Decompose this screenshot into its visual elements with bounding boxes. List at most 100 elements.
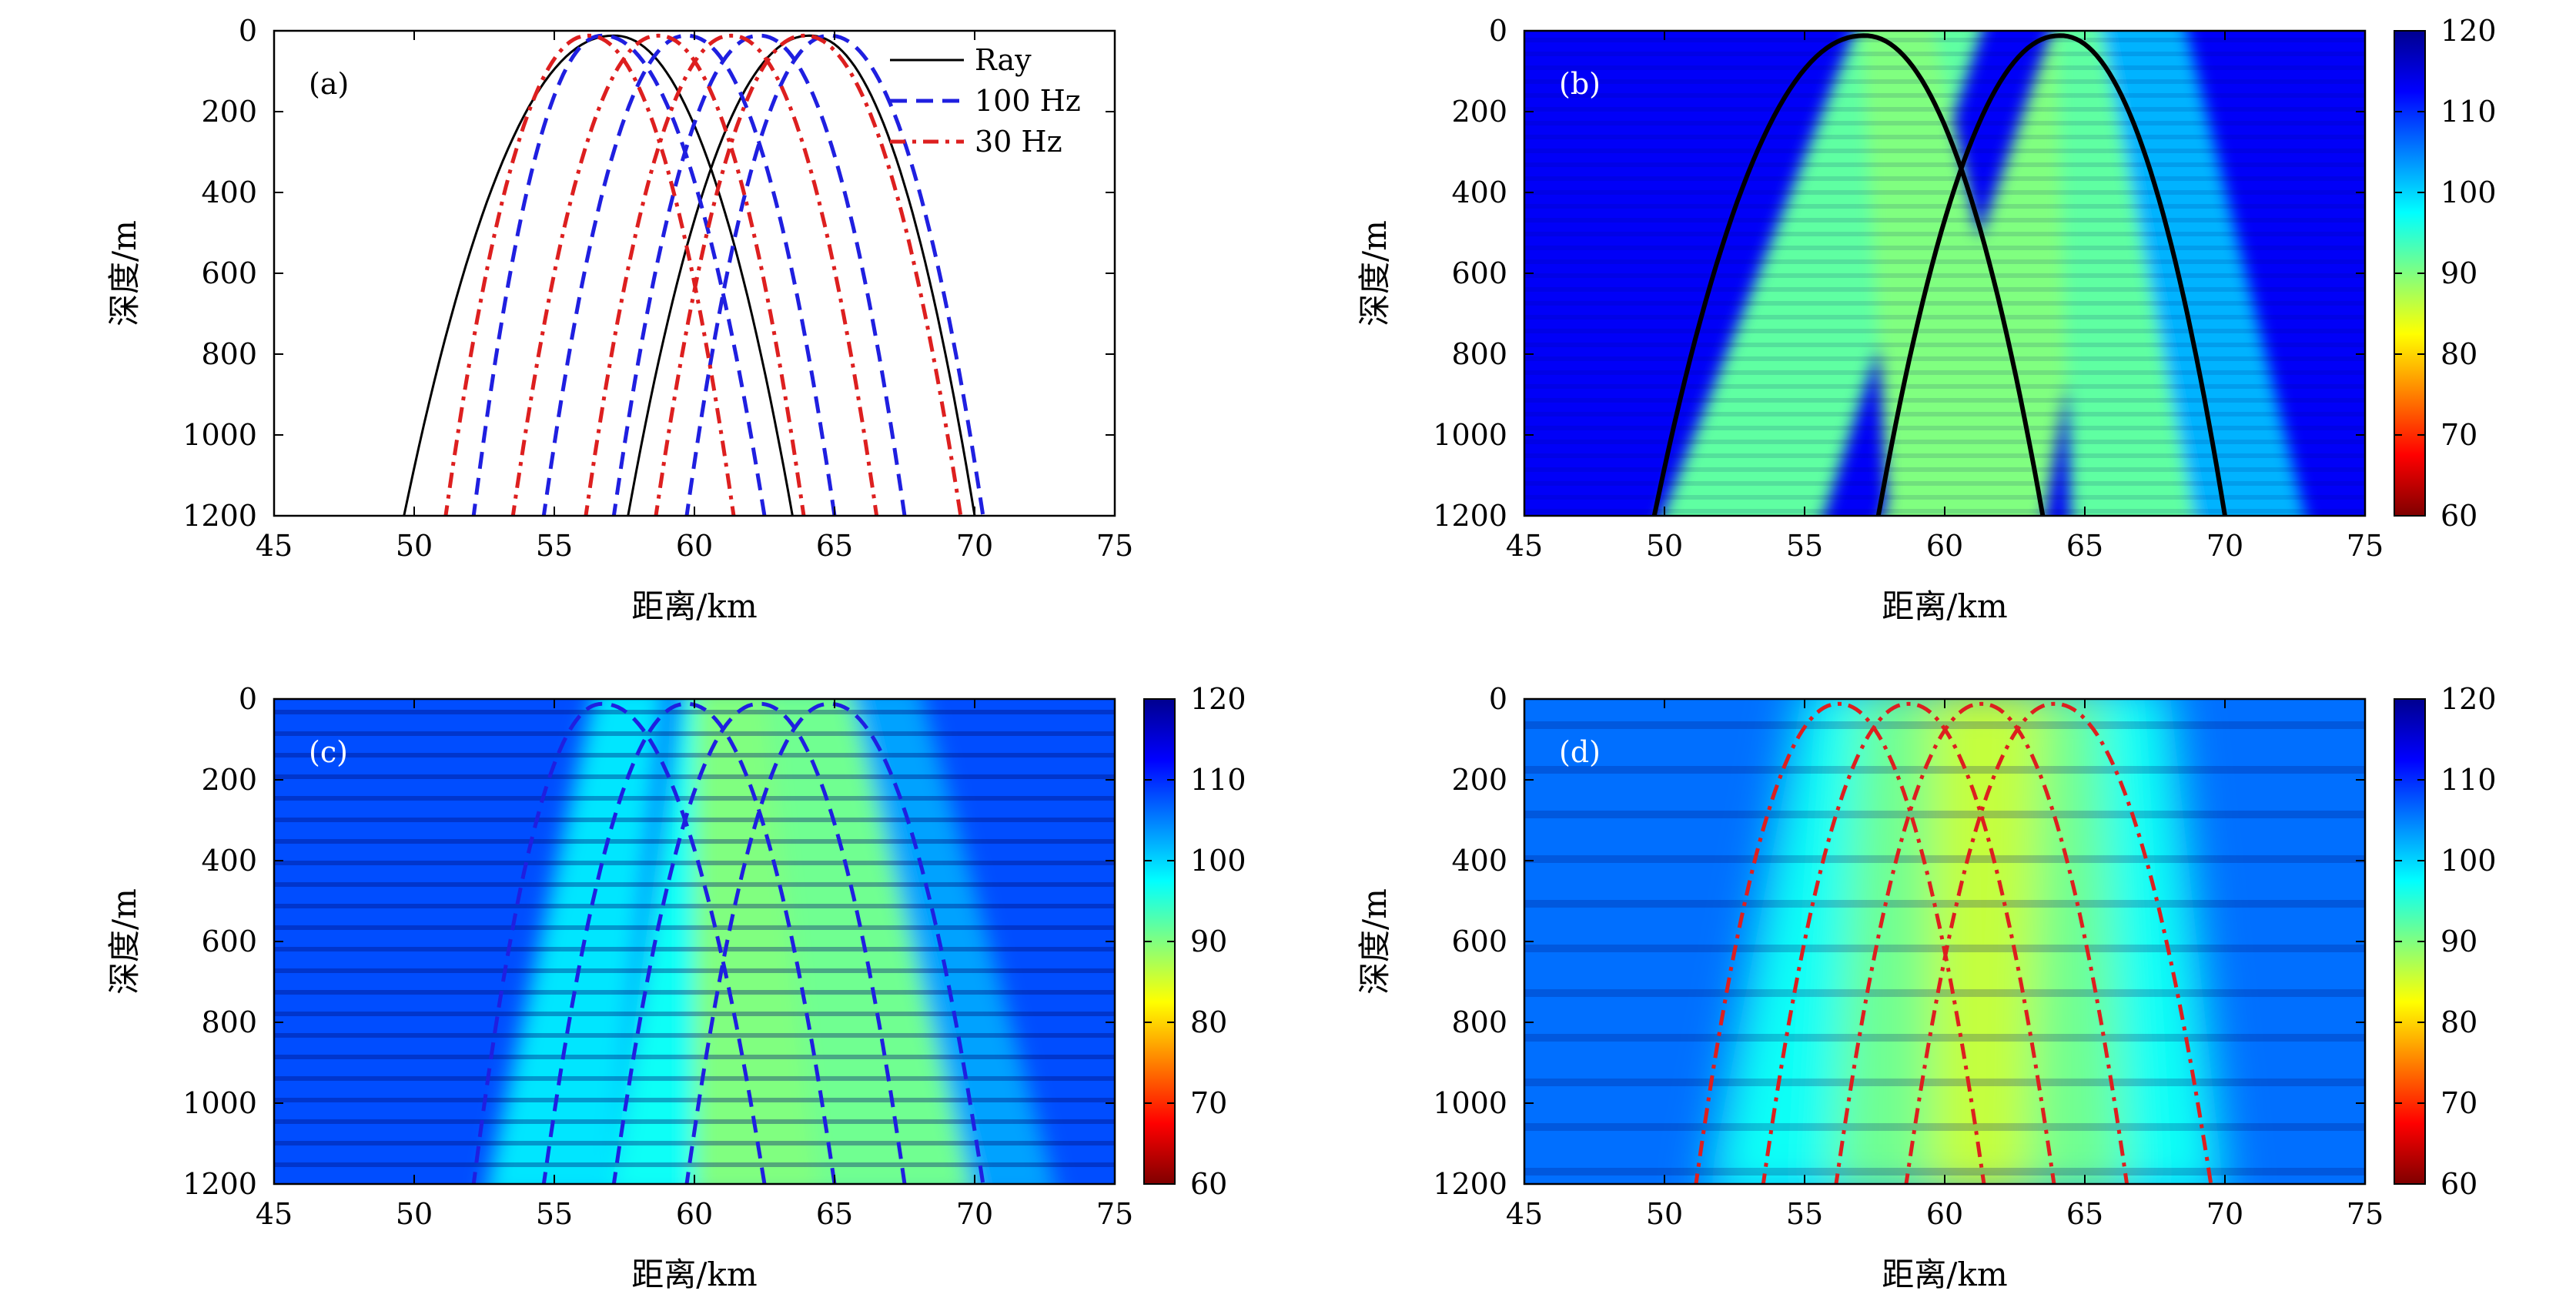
y-tick-label: 400 bbox=[1451, 844, 1507, 878]
stripe bbox=[274, 1162, 1115, 1167]
x-tick-label: 60 bbox=[1926, 529, 1963, 563]
stripe bbox=[1524, 79, 2365, 84]
y-tick-label: 600 bbox=[201, 256, 257, 290]
colorbar-d: 60 70 80 90 100 110 120 bbox=[2394, 682, 2497, 1201]
y-tick-label: 600 bbox=[1451, 256, 1507, 290]
stripe bbox=[1524, 176, 2365, 181]
stripe bbox=[1524, 370, 2365, 375]
stripe bbox=[274, 1141, 1115, 1145]
colorbar-b: 60 70 80 90 100 110 120 bbox=[2394, 14, 2497, 533]
stripe bbox=[1524, 204, 2365, 209]
x-tick-label: 45 bbox=[1506, 529, 1543, 563]
series-3-curve-3 bbox=[584, 33, 879, 516]
colorbar-tick-label: 90 bbox=[2441, 925, 2477, 958]
x-tick-label: 65 bbox=[2066, 1197, 2103, 1231]
x-tick-label: 70 bbox=[956, 1197, 993, 1231]
x-tick-label: 70 bbox=[2206, 529, 2243, 563]
stripe bbox=[1524, 989, 2365, 997]
legend-label-2: 100 Hz bbox=[975, 84, 1081, 118]
x-tick-label: 65 bbox=[816, 529, 853, 563]
stripe bbox=[274, 882, 1115, 887]
colorbar-tick-label: 90 bbox=[2441, 256, 2477, 290]
stripe bbox=[274, 1098, 1115, 1102]
stripe bbox=[274, 839, 1115, 844]
stripe bbox=[274, 710, 1115, 714]
colorbar-tick-label: 60 bbox=[2441, 1167, 2477, 1201]
x-axis-label: 距离/km bbox=[631, 1256, 757, 1293]
plot-area-c bbox=[274, 699, 1115, 1184]
series-3-curve-4 bbox=[654, 33, 963, 516]
y-tick-label: 1200 bbox=[182, 1167, 257, 1201]
x-tick-label: 55 bbox=[1786, 1197, 1823, 1231]
overlay-curve-3 bbox=[1834, 701, 2129, 1184]
y-tick-label: 800 bbox=[1451, 337, 1507, 371]
y-tick-label: 400 bbox=[201, 176, 257, 209]
overlay-curve-2 bbox=[1875, 33, 2227, 516]
stripe bbox=[274, 796, 1115, 801]
y-tick-label: 200 bbox=[1451, 763, 1507, 797]
stripe bbox=[1524, 811, 2365, 818]
stripe bbox=[274, 1012, 1115, 1016]
stripe bbox=[1524, 107, 2365, 112]
colorbar-tick-label: 120 bbox=[2441, 14, 2497, 48]
x-tick-label: 45 bbox=[1506, 1197, 1543, 1231]
y-tick-label: 0 bbox=[1489, 14, 1507, 48]
panel-label: (a) bbox=[309, 67, 349, 101]
x-tick-label: 55 bbox=[536, 529, 573, 563]
y-tick-label: 800 bbox=[1451, 1005, 1507, 1039]
series-3-curve-2 bbox=[510, 33, 806, 516]
x-tick-label: 75 bbox=[1096, 529, 1133, 563]
y-tick-label: 1200 bbox=[1433, 1167, 1507, 1201]
stripe bbox=[1524, 766, 2365, 774]
y-tick-label: 800 bbox=[201, 1005, 257, 1039]
y-tick-label: 200 bbox=[201, 95, 257, 129]
x-tick-label: 75 bbox=[1096, 1197, 1133, 1231]
y-tick-label: 1000 bbox=[182, 1086, 257, 1120]
stripe bbox=[1524, 900, 2365, 908]
y-tick-label: 1200 bbox=[1433, 499, 1507, 533]
x-tick-label: 45 bbox=[256, 1197, 293, 1231]
colorbar-tick-label: 80 bbox=[2441, 337, 2477, 371]
colorbar-tick-label: 100 bbox=[2441, 176, 2497, 209]
stripe bbox=[1524, 495, 2365, 500]
stripe bbox=[1524, 246, 2365, 250]
x-tick-label: 75 bbox=[2347, 1197, 2384, 1231]
x-tick-label: 75 bbox=[2347, 529, 2384, 563]
overlay-curve-1 bbox=[471, 701, 767, 1184]
panel-d: 45 50 55 60 65 70 75 0 200 400 600 800 1000 1200 距离/km… bbox=[1356, 682, 2497, 1293]
colorbar-tick-label: 60 bbox=[1190, 1167, 1227, 1201]
heatmap-band-4 bbox=[766, 699, 972, 1184]
x-tick-label: 55 bbox=[536, 1197, 573, 1231]
heatmap-bands bbox=[487, 699, 1055, 1184]
series-3-curve-1 bbox=[443, 33, 736, 516]
x-tick-label: 65 bbox=[2066, 529, 2103, 563]
panel-a: Ray 100 Hz 30 Hz 45 50 55 60 65 70 75 0 200 400 600 80… bbox=[105, 14, 1133, 625]
y-tick-label: 800 bbox=[201, 337, 257, 371]
y-tick-label: 0 bbox=[1489, 682, 1507, 716]
colorbar-tick-label: 100 bbox=[1190, 844, 1246, 878]
stripe bbox=[1524, 453, 2365, 458]
stripe bbox=[1524, 287, 2365, 292]
stripe bbox=[274, 1076, 1115, 1081]
colorbar-tick-label: 110 bbox=[2441, 763, 2497, 797]
y-tick-label: 1200 bbox=[182, 499, 257, 533]
stripe bbox=[1524, 135, 2365, 139]
x-tick-label: 50 bbox=[1646, 1197, 1683, 1231]
stripe bbox=[1524, 1034, 2365, 1042]
x-axis-label: 距离/km bbox=[631, 587, 757, 625]
colorbar-tick-label: 90 bbox=[1190, 925, 1227, 958]
y-tick-label: 200 bbox=[1451, 95, 1507, 129]
colorbar-c: 60 70 80 90 100 110 120 bbox=[1143, 682, 1246, 1201]
x-tick-label: 60 bbox=[676, 529, 713, 563]
stripe bbox=[1524, 259, 2365, 264]
stripe bbox=[274, 990, 1115, 995]
stripe bbox=[1524, 343, 2365, 347]
heatmap-band-5 bbox=[852, 699, 1055, 1184]
stripe bbox=[1524, 356, 2365, 361]
heatmap-band-1 bbox=[487, 699, 665, 1184]
x-tick-label: 70 bbox=[2206, 1197, 2243, 1231]
stripe bbox=[274, 861, 1115, 865]
panel-label: (c) bbox=[309, 735, 348, 769]
x-tick-label: 55 bbox=[1786, 529, 1823, 563]
